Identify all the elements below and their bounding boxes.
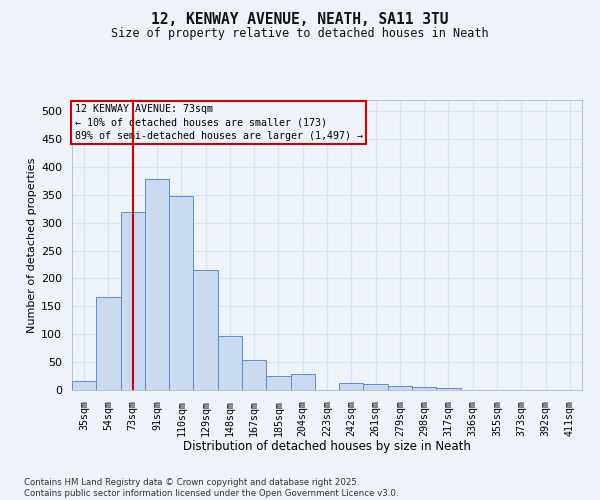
Bar [436, 388, 461, 390]
Text: Size of property relative to detached houses in Neath: Size of property relative to detached ho… [111, 28, 489, 40]
Bar [218, 336, 242, 390]
Bar [290, 374, 315, 390]
Bar [145, 179, 169, 390]
Y-axis label: Number of detached properties: Number of detached properties [27, 158, 37, 332]
Bar [193, 270, 218, 390]
Bar [266, 376, 290, 390]
Bar [339, 383, 364, 390]
Bar [96, 297, 121, 390]
Bar [169, 196, 193, 390]
Bar [121, 212, 145, 390]
Bar [364, 384, 388, 390]
Text: Contains HM Land Registry data © Crown copyright and database right 2025.
Contai: Contains HM Land Registry data © Crown c… [24, 478, 398, 498]
Bar [72, 380, 96, 390]
X-axis label: Distribution of detached houses by size in Neath: Distribution of detached houses by size … [183, 440, 471, 453]
Text: 12 KENWAY AVENUE: 73sqm
← 10% of detached houses are smaller (173)
89% of semi-d: 12 KENWAY AVENUE: 73sqm ← 10% of detache… [74, 104, 362, 141]
Bar [242, 360, 266, 390]
Text: 12, KENWAY AVENUE, NEATH, SA11 3TU: 12, KENWAY AVENUE, NEATH, SA11 3TU [151, 12, 449, 28]
Bar [412, 387, 436, 390]
Bar [388, 386, 412, 390]
